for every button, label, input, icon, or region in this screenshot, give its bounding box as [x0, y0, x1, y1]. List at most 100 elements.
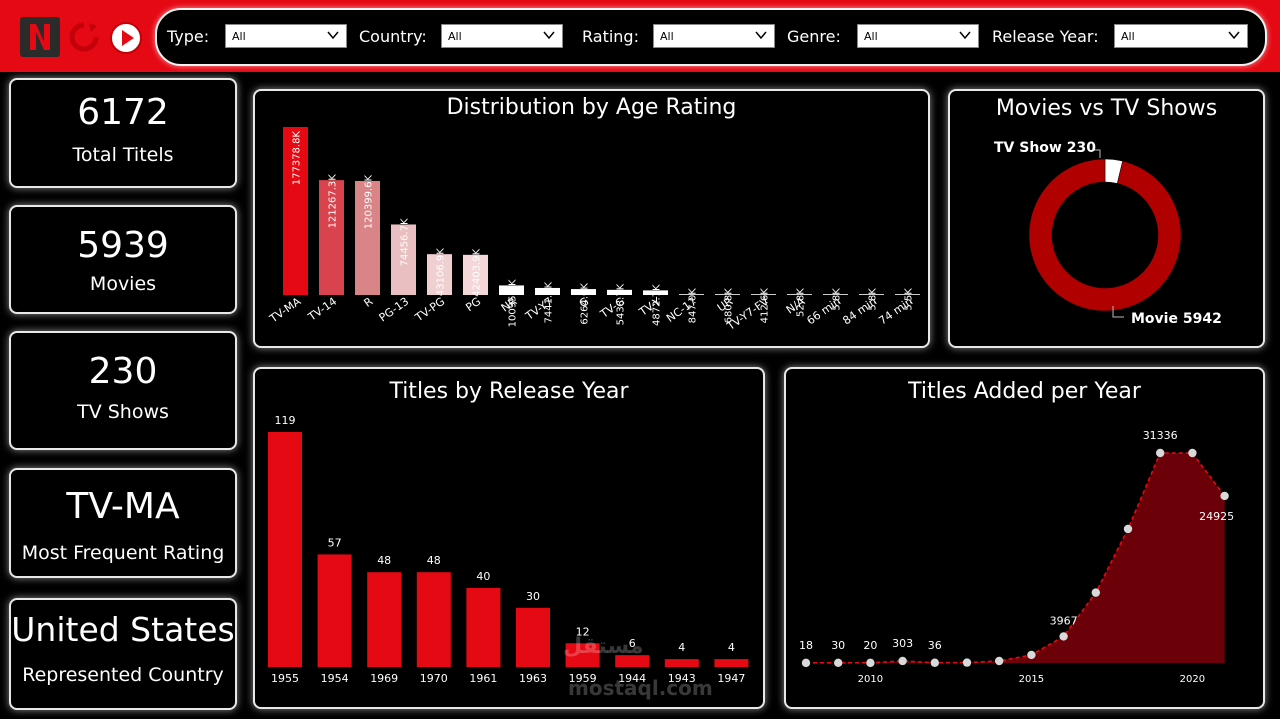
kpi-total-titles-card: 6172 Total Titels — [9, 78, 237, 188]
added-tick-label: 2015 — [1019, 674, 1044, 685]
release-year-tick-label: 1959 — [569, 672, 597, 685]
release-year-tick-label: 1961 — [469, 672, 497, 685]
release-year-data-label: 57 — [328, 536, 342, 549]
kpi-total-titles-label: Total Titels — [72, 144, 174, 166]
watermark-arabic: مستقل — [563, 634, 644, 659]
age-rating-data-label: 4872.7K — [652, 284, 663, 326]
kpi-country-card: United States Represented Country — [9, 598, 237, 710]
age-rating-data-label: 74456.7K — [400, 218, 411, 266]
kpi-country-label: Represented Country — [22, 664, 224, 686]
kpi-frequent-rating-value: TV-MA — [66, 486, 180, 527]
added-data-point — [834, 658, 843, 667]
release-year-tick-label: 1954 — [321, 672, 349, 685]
release-year-data-label: 40 — [476, 570, 490, 583]
age-rating-bar — [355, 180, 380, 295]
kpi-tv-shows-value: 230 — [88, 351, 158, 392]
age-rating-data-label: 52.8K — [796, 288, 807, 317]
release-year-bar — [714, 659, 749, 667]
rating-filter-label: Rating: — [582, 27, 639, 46]
release-year-bar — [367, 572, 402, 667]
donut-label-tv-show: TV Show 230 — [994, 140, 1096, 156]
age-rating-bar — [283, 127, 308, 295]
added-data-label: 24925 — [1199, 510, 1234, 523]
netflix-logo-icon[interactable] — [20, 17, 60, 57]
age-rating-bar — [895, 294, 920, 295]
type-donut-title: Movies vs TV Shows — [995, 96, 1218, 121]
country-filter-label: Country: — [359, 27, 427, 46]
added-data-label: 3967 — [1050, 614, 1078, 627]
chevron-down-icon — [959, 31, 971, 40]
age-rating-bar — [643, 290, 668, 295]
added-data-point — [930, 658, 939, 667]
release-year-bar — [466, 588, 501, 667]
added-data-label: 20 — [863, 639, 877, 652]
watermark-latin: mostaql.com — [568, 676, 713, 700]
age-rating-data-label: 847.0K — [688, 288, 699, 324]
added-per-year-chart-title: Titles Added per Year — [908, 379, 1141, 404]
age-rating-bar — [751, 294, 776, 295]
age-rating-bar — [607, 289, 632, 295]
added-tick-label: 2010 — [858, 674, 883, 685]
kpi-movies-card: 5939 Movies — [9, 205, 237, 314]
added-tick-label: 2020 — [1180, 674, 1205, 685]
release-year-tick-label: 1943 — [668, 672, 696, 685]
release-year-data-label: 48 — [427, 554, 441, 567]
release-year-tick-label: 1970 — [420, 672, 448, 685]
age-rating-data-label: 6264.6K — [580, 283, 591, 325]
kpi-tv-shows-card: 230 TV Shows — [9, 331, 237, 450]
release-year-tick-label: 1969 — [370, 672, 398, 685]
added-data-point — [1188, 448, 1197, 458]
release-year-data-label: 4 — [728, 641, 735, 654]
added-data-point — [1091, 588, 1101, 597]
kpi-movies-label: Movies — [89, 273, 157, 295]
type-filter-label: Type: — [167, 27, 210, 46]
added-data-point — [866, 658, 875, 668]
release-year-data-label: 6 — [629, 637, 636, 650]
age-rating-bar — [319, 180, 344, 295]
release-year-bar — [317, 554, 352, 667]
kpi-movies-value: 5939 — [77, 225, 169, 266]
age-rating-tick-label: TV-PG — [412, 295, 447, 325]
added-data-label: 18 — [799, 639, 813, 652]
type-filter-select[interactable]: All — [225, 24, 347, 48]
chevron-down-icon — [543, 31, 555, 40]
chevron-down-icon — [1228, 31, 1240, 40]
age-rating-bar — [679, 294, 704, 295]
age-rating-data-label: 7441.2K — [544, 282, 555, 324]
release-year-chart-title: Titles by Release Year — [389, 379, 629, 404]
added-data-point — [1123, 524, 1133, 534]
filter-bar: Type: All Country: All Rating: All Genre… — [155, 8, 1267, 66]
age-rating-bar — [535, 287, 560, 295]
age-rating-data-label: 5438.7K — [616, 283, 627, 325]
age-rating-tick-label: TV-14 — [305, 295, 339, 324]
age-rating-bar — [823, 294, 848, 295]
age-rating-data-label: 10095.8K — [508, 279, 519, 327]
release-year-filter-select[interactable]: All — [1114, 24, 1248, 48]
age-rating-data-label: 42403.9K — [472, 248, 483, 296]
added-data-point — [962, 658, 972, 667]
play-icon[interactable] — [109, 21, 143, 59]
refresh-icon[interactable] — [67, 20, 101, 58]
country-filter-select[interactable]: All — [441, 24, 563, 48]
release-year-tick-label: 1955 — [271, 672, 299, 685]
age-rating-bar — [463, 254, 488, 295]
added-data-label: 303 — [892, 637, 913, 650]
kpi-country-value: United States — [11, 610, 235, 649]
added-data-label: 30 — [831, 639, 845, 652]
added-area-fill — [806, 453, 1225, 663]
kpi-tv-shows-label: TV Shows — [77, 401, 169, 423]
age-rating-tick-label: R — [361, 295, 375, 310]
age-rating-data-label: 120399.6K — [364, 175, 375, 230]
age-rating-bar — [427, 254, 452, 295]
added-data-point — [801, 658, 811, 668]
age-rating-data-label: 5.5K — [904, 288, 915, 311]
top-bar: Type: All Country: All Rating: All Genre… — [0, 0, 1280, 72]
chevron-down-icon — [755, 31, 767, 40]
added-series-line — [805, 452, 1226, 664]
rating-filter-select[interactable]: All — [653, 24, 775, 48]
genre-filter-select[interactable]: All — [857, 24, 979, 48]
added-data-point — [1059, 632, 1068, 641]
age-rating-data-label: 680.8K — [724, 288, 735, 324]
age-rating-bar — [391, 224, 416, 295]
